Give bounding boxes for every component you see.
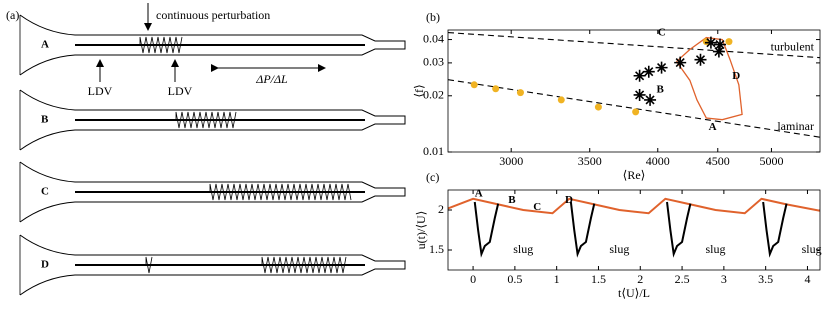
x-tick-label: 4500 bbox=[706, 154, 730, 168]
x-tick-label: 3.5 bbox=[758, 272, 773, 286]
x-tick-label: 3500 bbox=[578, 154, 602, 168]
cross bbox=[642, 65, 655, 78]
dot bbox=[557, 96, 565, 104]
y-tick-label: 0.01 bbox=[423, 144, 444, 158]
x-tick-label: 0.5 bbox=[507, 272, 522, 286]
data-line bbox=[762, 201, 788, 258]
y-tick-label: 2 bbox=[438, 202, 444, 216]
cross bbox=[694, 53, 707, 66]
annotation: C bbox=[658, 26, 666, 38]
annotation: A bbox=[709, 121, 717, 133]
x-tick-label: 2 bbox=[637, 272, 643, 286]
x-tick-label: 1 bbox=[554, 272, 560, 286]
x-axis-label: t⟨U⟩/L bbox=[618, 286, 650, 300]
x-tick-label: 2.5 bbox=[675, 272, 690, 286]
ldv-label: LDV bbox=[88, 84, 113, 98]
y-tick-label: 0.03 bbox=[423, 55, 444, 69]
dot bbox=[725, 38, 733, 46]
coil bbox=[261, 256, 347, 274]
annotation: B bbox=[508, 194, 516, 206]
y-tick-label: 0.02 bbox=[423, 88, 444, 102]
pipe-label: C bbox=[41, 186, 49, 198]
y-axis-label: ⟨f⟩ bbox=[412, 84, 426, 97]
annotation: D bbox=[565, 194, 573, 206]
pressure-label: ΔP/ΔL bbox=[255, 72, 288, 86]
y-tick-label: 0.04 bbox=[423, 31, 444, 45]
annotation: D bbox=[732, 70, 740, 82]
cross bbox=[712, 45, 725, 58]
x-tick-label: 0 bbox=[470, 272, 476, 286]
data-line bbox=[448, 197, 820, 215]
annotation: A bbox=[475, 188, 483, 200]
plot-area bbox=[448, 197, 820, 258]
line-label: turbulent bbox=[771, 39, 815, 53]
cross bbox=[644, 93, 657, 106]
ldv-label: LDV bbox=[168, 84, 193, 98]
coil bbox=[139, 36, 183, 54]
pipe-label: B bbox=[41, 114, 49, 126]
perturbation-label: continuous perturbation bbox=[156, 8, 270, 22]
reference-line bbox=[448, 79, 820, 138]
x-tick-label: 3 bbox=[721, 272, 727, 286]
panel-label: (b) bbox=[426, 10, 440, 24]
dot bbox=[594, 103, 602, 111]
pipe bbox=[19, 14, 406, 76]
annotation: B bbox=[656, 83, 664, 95]
chart: (c)0 0.5 1 1.5 2 2.5 3 3.5 41.52t⟨U⟩/Lu(t)/⟨U⟩AB… bbox=[414, 170, 822, 300]
dot bbox=[470, 81, 478, 89]
y-axis-label: u(t)/⟨U⟩ bbox=[414, 211, 428, 250]
cross bbox=[714, 38, 727, 51]
diagram: (a) continuous perturbation LDV LDV ΔP/Δ… bbox=[6, 3, 406, 296]
axes-frame bbox=[447, 189, 821, 271]
dot bbox=[492, 85, 500, 93]
pipe bbox=[19, 161, 406, 223]
x-tick-label: 4000 bbox=[646, 154, 670, 168]
line-label: laminar bbox=[777, 119, 814, 133]
x-tick-label: 3000 bbox=[499, 154, 523, 168]
cross bbox=[704, 36, 717, 49]
panel-label: (a) bbox=[6, 8, 19, 22]
pipe-label: D bbox=[41, 259, 49, 271]
cross bbox=[655, 61, 668, 74]
x-tick-label: 4 bbox=[804, 272, 810, 286]
y-tick-label: 1.5 bbox=[429, 242, 444, 256]
dot bbox=[632, 108, 640, 116]
annotation: slug bbox=[705, 242, 725, 256]
pipe bbox=[19, 89, 406, 151]
coil bbox=[209, 183, 352, 201]
pipe bbox=[19, 234, 406, 296]
pipe-label: A bbox=[41, 39, 49, 51]
data-line bbox=[569, 201, 596, 258]
annotation: slug bbox=[802, 242, 822, 256]
plot-area bbox=[448, 32, 820, 138]
dot bbox=[516, 89, 524, 97]
x-tick-label: 5000 bbox=[759, 154, 783, 168]
data-line bbox=[473, 201, 500, 258]
panel-label: (c) bbox=[426, 170, 439, 184]
chart: (b) 3000 3500 4000 4500 5000 0.01 0.02 0.03 0.04 ⟨… bbox=[412, 10, 821, 182]
data-line bbox=[666, 201, 692, 258]
cross bbox=[674, 56, 687, 69]
axes-frame bbox=[447, 29, 821, 153]
annotation: slug bbox=[513, 242, 533, 256]
x-axis-label: ⟨Re⟩ bbox=[623, 168, 646, 182]
coil bbox=[145, 256, 153, 274]
x-tick-label: 1.5 bbox=[591, 272, 606, 286]
cross bbox=[633, 88, 646, 101]
cross bbox=[633, 69, 646, 82]
reference-line bbox=[448, 32, 820, 59]
coil bbox=[175, 111, 237, 129]
annotation: slug bbox=[609, 242, 629, 256]
annotation: C bbox=[533, 201, 541, 213]
